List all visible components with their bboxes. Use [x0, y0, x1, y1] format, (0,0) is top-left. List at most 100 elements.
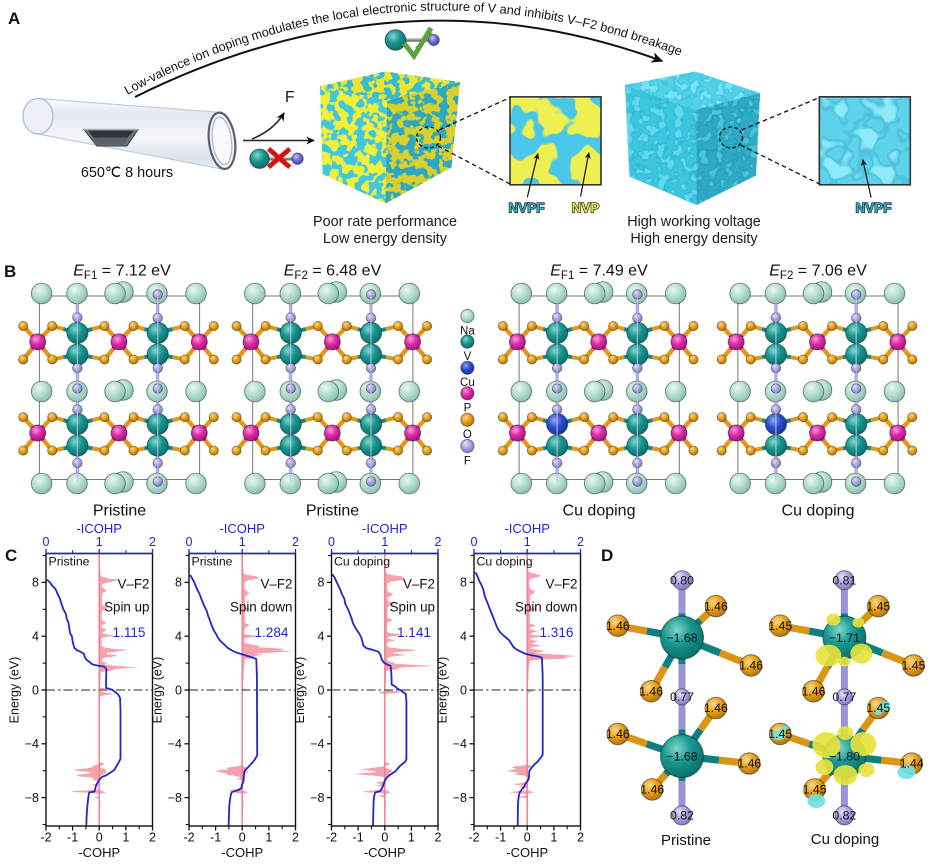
svg-text:0: 0 — [186, 535, 193, 549]
svg-text:Cu doping: Cu doping — [782, 503, 855, 520]
svg-text:2: 2 — [292, 831, 299, 845]
svg-text:P: P — [464, 403, 472, 415]
svg-text:-COHP: -COHP — [506, 845, 548, 860]
svg-text:1: 1 — [122, 831, 129, 845]
svg-text:−8: −8 — [453, 791, 467, 805]
svg-text:Na: Na — [460, 325, 475, 337]
svg-text:-2: -2 — [40, 831, 51, 845]
svg-text:2: 2 — [149, 535, 156, 549]
svg-text:Energy (eV): Energy (eV) — [8, 657, 22, 724]
svg-text:Low energy density: Low energy density — [323, 231, 448, 247]
svg-text:-COHP: -COHP — [364, 845, 406, 860]
svg-text:Pristine: Pristine — [661, 832, 711, 849]
svg-text:NVP: NVP — [572, 201, 600, 216]
svg-text:1: 1 — [408, 831, 415, 845]
svg-text:−4: −4 — [168, 737, 182, 751]
svg-text:EF1 = 7.49 eV: EF1 = 7.49 eV — [550, 263, 648, 283]
svg-text:1.45: 1.45 — [768, 619, 792, 633]
svg-text:1.45: 1.45 — [768, 727, 792, 741]
svg-text:D: D — [601, 546, 613, 565]
svg-text:EF2 = 6.48 eV: EF2 = 6.48 eV — [284, 263, 382, 283]
svg-text:V–F2: V–F2 — [260, 577, 292, 592]
svg-text:High energy density: High energy density — [630, 231, 758, 247]
svg-text:1.46: 1.46 — [606, 727, 630, 741]
svg-text:2: 2 — [577, 831, 584, 845]
svg-text:1.45: 1.45 — [866, 701, 890, 715]
svg-text:Spin down: Spin down — [230, 600, 293, 615]
svg-text:1: 1 — [265, 831, 272, 845]
svg-text:A: A — [8, 9, 20, 28]
svg-text:1: 1 — [550, 831, 557, 845]
svg-text:-COHP: -COHP — [221, 845, 263, 860]
svg-text:B: B — [4, 262, 16, 281]
svg-text:Energy (eV): Energy (eV) — [151, 657, 165, 724]
svg-text:-2: -2 — [468, 831, 479, 845]
svg-text:-ICOHP: -ICOHP — [504, 521, 550, 536]
svg-text:-ICOHP: -ICOHP — [76, 521, 122, 536]
svg-text:−8: −8 — [310, 791, 324, 805]
svg-text:Spin up: Spin up — [390, 600, 435, 615]
svg-text:650℃ 8 hours: 650℃ 8 hours — [81, 165, 173, 181]
svg-text:0: 0 — [239, 831, 246, 845]
svg-text:4: 4 — [460, 630, 467, 644]
svg-text:F: F — [464, 455, 471, 467]
svg-text:1.44: 1.44 — [900, 757, 924, 771]
svg-text:1.316: 1.316 — [539, 625, 573, 640]
svg-text:Spin up: Spin up — [104, 600, 149, 615]
svg-text:0: 0 — [381, 831, 388, 845]
svg-text:−1.68: −1.68 — [666, 749, 697, 763]
svg-text:−1.71: −1.71 — [829, 631, 860, 645]
svg-text:NVPF: NVPF — [508, 201, 544, 216]
svg-text:−4: −4 — [310, 737, 324, 751]
svg-text:8: 8 — [318, 576, 325, 590]
svg-text:−1.68: −1.68 — [666, 631, 697, 645]
svg-text:Energy (eV): Energy (eV) — [293, 657, 307, 724]
svg-text:1.46: 1.46 — [737, 757, 761, 771]
svg-text:1.46: 1.46 — [802, 685, 826, 699]
svg-text:4: 4 — [175, 630, 182, 644]
svg-text:8: 8 — [175, 576, 182, 590]
svg-text:Pristine: Pristine — [192, 555, 233, 569]
svg-text:2: 2 — [435, 831, 442, 845]
svg-text:0.82: 0.82 — [670, 809, 694, 823]
svg-text:1: 1 — [381, 535, 388, 549]
svg-text:F: F — [285, 89, 294, 106]
svg-text:0: 0 — [460, 683, 467, 697]
svg-text:0: 0 — [32, 683, 39, 697]
svg-text:0.82: 0.82 — [832, 809, 856, 823]
svg-text:2: 2 — [149, 831, 156, 845]
svg-text:-2: -2 — [326, 831, 337, 845]
svg-text:Cu: Cu — [460, 377, 475, 389]
svg-text:0.81: 0.81 — [832, 573, 856, 587]
svg-text:-ICOHP: -ICOHP — [362, 521, 408, 536]
svg-text:EF1 = 7.12 eV: EF1 = 7.12 eV — [73, 263, 171, 283]
svg-text:Pristine: Pristine — [49, 555, 90, 569]
svg-text:1: 1 — [96, 535, 103, 549]
svg-text:NVPF: NVPF — [855, 201, 891, 216]
svg-text:1.115: 1.115 — [112, 625, 145, 640]
svg-text:1: 1 — [239, 535, 246, 549]
svg-text:1.46: 1.46 — [704, 701, 728, 715]
svg-text:Cu doping: Cu doping — [477, 555, 533, 569]
svg-text:0: 0 — [471, 535, 478, 549]
svg-text:0: 0 — [96, 831, 103, 845]
svg-text:0: 0 — [328, 535, 335, 549]
svg-text:−8: −8 — [25, 791, 39, 805]
svg-text:Cu doping: Cu doping — [811, 831, 879, 848]
svg-text:0: 0 — [318, 683, 325, 697]
svg-text:0.80: 0.80 — [670, 573, 694, 587]
svg-text:EF2 = 7.06 eV: EF2 = 7.06 eV — [769, 263, 867, 283]
svg-text:V–F2: V–F2 — [403, 577, 435, 592]
svg-text:Cu doping: Cu doping — [563, 503, 636, 520]
svg-text:1.45: 1.45 — [803, 783, 827, 797]
svg-text:V–F2: V–F2 — [117, 577, 149, 592]
svg-text:4: 4 — [318, 630, 325, 644]
svg-text:Spin down: Spin down — [515, 600, 578, 615]
svg-text:-2: -2 — [183, 831, 194, 845]
svg-text:Cu doping: Cu doping — [334, 555, 390, 569]
svg-text:-ICOHP: -ICOHP — [219, 521, 265, 536]
svg-text:-1: -1 — [67, 831, 78, 845]
svg-text:-1: -1 — [210, 831, 221, 845]
svg-text:-COHP: -COHP — [78, 845, 120, 860]
svg-text:0: 0 — [175, 683, 182, 697]
